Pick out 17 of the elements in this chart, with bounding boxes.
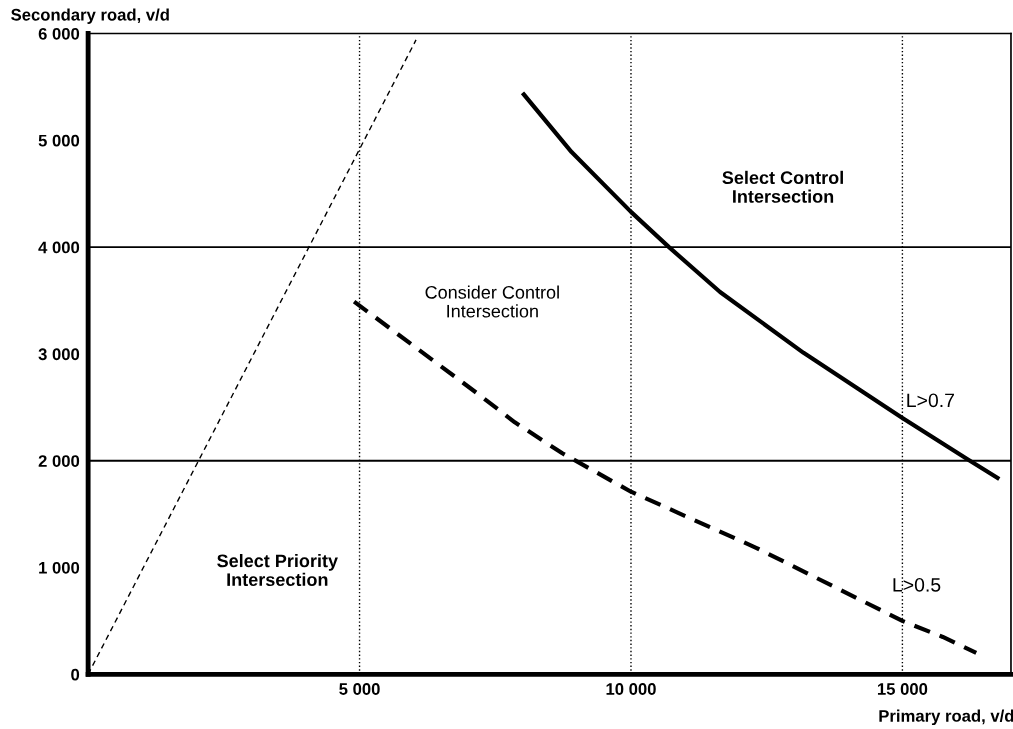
x-tick-label: 10 000 [606,683,656,695]
y-axis-title: Secondary road, v/d [11,8,169,24]
y-tick-label: 2 000 [38,455,80,467]
annotation: L>0.7 [907,393,954,408]
x-tick-label: 15 000 [877,683,928,695]
annotation: Consider Control Intersection [425,285,559,318]
annotation: Select Priority Intersection [217,553,338,587]
annotation: L>0.5 [893,577,941,592]
y-tick-label: 5 000 [38,134,80,147]
x-axis-title: Primary road, v/d [879,709,1013,726]
x-tick-label: 5 000 [339,683,380,695]
annotation: Select Control Intersection [722,170,843,203]
y-tick-label: 0 [71,668,80,681]
y-tick-label: 3 000 [38,348,80,361]
y-tick-label: 6 000 [38,27,80,40]
y-tick-label: 1 000 [39,561,80,574]
y-tick-label: 4 000 [38,241,80,254]
